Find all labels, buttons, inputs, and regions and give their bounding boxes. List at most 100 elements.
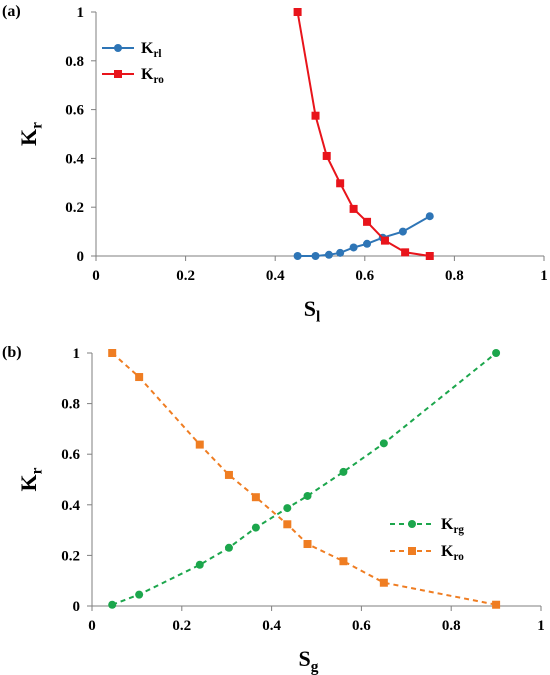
x-tick-label: 0.6 [355,268,374,284]
x-axis-title: Sg [299,646,319,675]
data-point [339,467,348,476]
data-point [322,151,331,160]
legend-label-main: K [141,40,154,57]
y-tick-label: 0.6 [61,447,80,463]
panel-label: (a) [2,3,21,20]
series-krg [108,349,501,609]
legend-entry: Kro [102,66,164,86]
y-tick-label: 0.2 [65,200,84,216]
y-axis-title-main: K [16,129,41,146]
data-point [283,520,292,529]
legend-label: Kro [441,543,464,563]
data-point [293,8,302,16]
data-point [336,248,345,257]
data-point [251,493,260,502]
y-tick-label: 1 [77,5,85,21]
x-tick-label: 0.2 [172,618,191,634]
data-point [425,212,434,221]
series-kro [108,349,501,609]
data-point [293,252,302,260]
legend-marker [114,44,122,52]
y-tick-label: 0 [73,599,81,615]
legend-label: Krl [141,40,162,60]
data-point [195,560,204,569]
data-point [492,600,501,609]
x-tick-label: 0 [92,268,100,284]
legend-label-sub: ro [453,551,464,563]
y-tick-label: 0.6 [65,103,84,119]
data-point [303,491,312,500]
data-point [379,578,388,587]
data-point [401,248,410,257]
data-point [311,111,320,120]
data-point [349,243,358,252]
x-tick-label: 0.4 [262,618,281,634]
y-axis-title-sub: r [28,467,45,474]
data-point [224,470,233,479]
data-point [425,252,434,260]
data-point [311,252,320,260]
data-point [380,236,389,245]
legend-label-sub: rg [453,524,464,536]
legend-label-main: K [141,66,154,83]
series-line [111,352,497,606]
data-point [135,590,144,599]
y-tick-label: 1 [73,346,81,362]
legend-label-main: K [441,516,454,533]
x-axis-title-sub: l [316,308,321,325]
x-axis-title-sub: g [311,658,319,675]
data-point [283,504,292,513]
data-point [224,543,233,552]
series-krl [293,212,434,260]
data-point [324,250,333,259]
y-tick-label: 0 [77,249,85,265]
legend-marker [408,547,416,555]
y-axis-title: Kr [16,467,45,491]
data-point [336,179,345,188]
x-tick-label: 0.6 [352,618,371,634]
data-point [108,349,117,357]
chart-panel-a: 0 0.2 0.4 0.6 0.8 100.20.40.60.81SlKr(a)KrlKr… [2,3,548,325]
x-tick-label: 0 [88,618,96,634]
data-point [339,557,348,566]
y-axis-title-sub: r [28,122,45,129]
y-tick-label: 0.8 [65,54,84,70]
chart-panel-b: 0 0.2 0.4 0.6 0.8 100.20.40.60.81SgKr(b)KrgKr… [2,344,545,675]
x-tick-label: 0.8 [445,268,464,284]
legend-label: Krg [441,516,464,536]
y-axis-title-main: K [16,474,41,491]
y-tick-label: 0.4 [61,498,80,514]
data-point [363,217,372,226]
data-point [363,239,372,248]
data-point [195,440,204,449]
panel-label: (b) [2,344,22,361]
data-point [108,600,117,609]
x-tick-label: 0.4 [266,268,285,284]
data-point [379,439,388,448]
legend-entry: Kro [390,543,464,563]
x-axis-title-main: S [304,296,316,321]
y-tick-label: 0.4 [65,151,84,167]
series-kro [293,8,434,260]
legend-entry: Krg [390,516,464,536]
data-point [135,373,144,382]
data-point [251,523,260,532]
x-axis-title: Sl [304,296,321,325]
legend-label-sub: ro [153,74,164,86]
x-tick-label: 0.8 [442,618,461,634]
legend-entry: Krl [102,40,162,60]
x-tick-label: 1 [537,618,545,634]
x-tick-label: 1 [540,268,548,284]
x-tick-label: 0.2 [176,268,195,284]
legend-label-main: K [441,543,454,560]
data-point [398,227,407,236]
legend-marker [114,70,122,78]
legend-label: Kro [141,66,164,86]
data-point [349,204,358,213]
series-line [111,352,497,606]
data-point [492,349,501,357]
y-tick-label: 0.2 [61,548,80,564]
data-point [303,540,312,549]
y-tick-label: 0.8 [61,397,80,413]
